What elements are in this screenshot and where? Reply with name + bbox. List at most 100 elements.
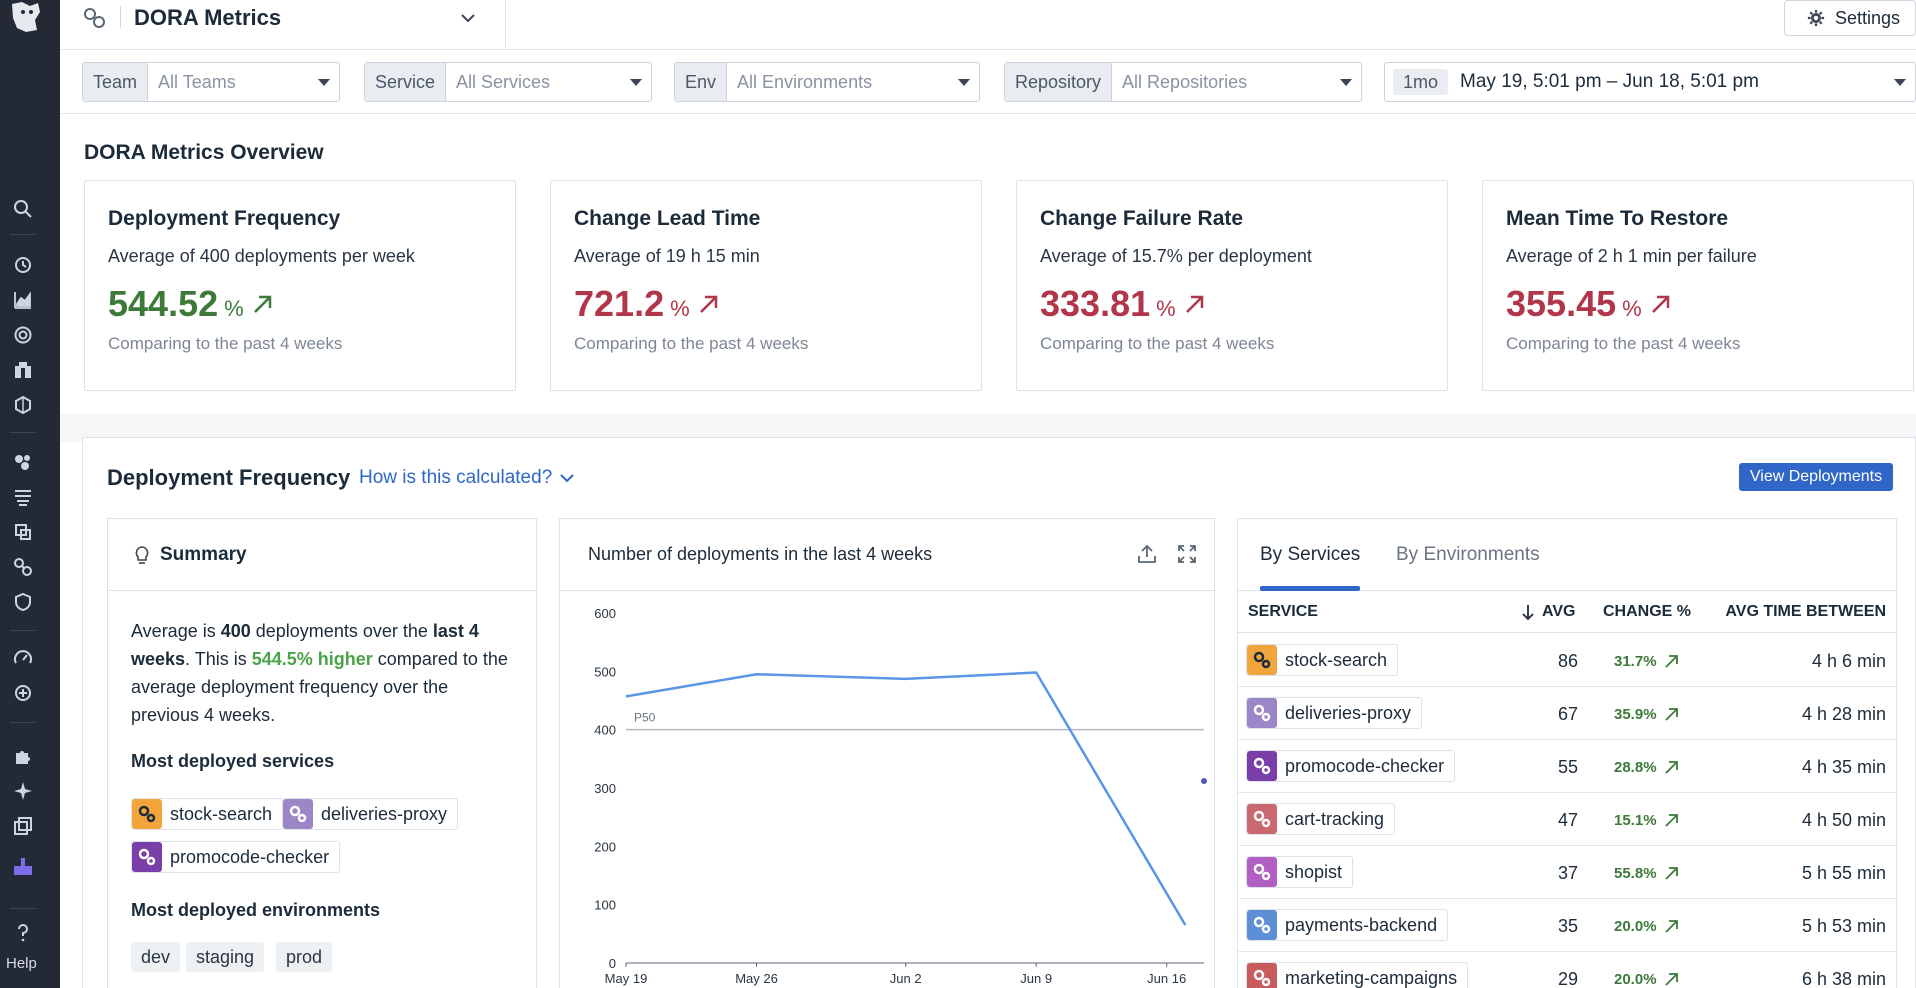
history-icon[interactable] xyxy=(12,254,34,276)
service-chip-stock-search[interactable]: stock-search xyxy=(131,798,284,830)
summary-text-part: deployments over the xyxy=(250,621,433,641)
service-chip[interactable]: payments-backend xyxy=(1246,909,1449,941)
shield-icon[interactable] xyxy=(12,591,34,613)
arrow-up-right-icon xyxy=(699,295,717,313)
infrastructure-icon[interactable] xyxy=(12,394,34,416)
watchdog-icon[interactable] xyxy=(12,359,34,381)
y-tick-label: 400 xyxy=(594,723,616,738)
environment-chip-staging[interactable]: staging xyxy=(186,942,265,972)
change-cell: 20.0% xyxy=(1614,970,1681,988)
title-divider xyxy=(505,0,506,50)
service-link-icon[interactable] xyxy=(12,556,34,578)
environment-chip-prod[interactable]: prod xyxy=(276,942,333,972)
repository-filter[interactable]: Repository All Repositories xyxy=(1004,62,1362,102)
service-chip[interactable]: stock-search xyxy=(1246,644,1399,676)
metric-card-mean-time-to-restore[interactable]: Mean Time To Restore Average of 2 h 1 mi… xyxy=(1482,180,1914,391)
service-chip[interactable]: cart-tracking xyxy=(1246,803,1396,835)
x-tick-label: Jun 2 xyxy=(890,971,922,986)
table-row[interactable]: cart-tracking 47 15.1% 4 h 50 min xyxy=(1238,793,1896,846)
integrations-puzzle-icon[interactable] xyxy=(12,745,34,767)
tab-by-services[interactable]: By Services xyxy=(1260,544,1361,565)
monitors-icon[interactable] xyxy=(12,324,34,346)
datadog-logo-icon[interactable] xyxy=(8,0,44,34)
env-filter-label: Env xyxy=(675,63,728,101)
service-name: marketing-campaigns xyxy=(1285,967,1458,988)
apm-icon[interactable] xyxy=(12,451,34,473)
panel-title: Deployment Frequency xyxy=(107,465,351,490)
service-chip[interactable]: marketing-campaigns xyxy=(1246,962,1469,988)
sparkle-icon[interactable] xyxy=(12,780,34,802)
expand-icon[interactable] xyxy=(1176,543,1198,565)
column-header-change[interactable]: CHANGE % xyxy=(1603,603,1692,620)
most-deployed-services-heading: Most deployed services xyxy=(131,751,335,771)
service-chip[interactable]: promocode-checker xyxy=(1246,750,1456,782)
table-row[interactable]: deliveries-proxy 67 35.9% 4 h 28 min xyxy=(1238,687,1896,740)
dashboard-chart-icon[interactable] xyxy=(12,289,34,311)
change-cell: 28.8% xyxy=(1614,758,1681,776)
speedometer-icon[interactable] xyxy=(12,647,34,669)
nav-divider xyxy=(10,630,36,631)
tab-by-environments[interactable]: By Environments xyxy=(1396,544,1540,565)
settings-button[interactable]: Settings xyxy=(1784,0,1916,36)
logs-icon[interactable] xyxy=(12,486,34,508)
card-value-unit: % xyxy=(224,296,244,321)
table-row[interactable]: shopist 37 55.8% 5 h 55 min xyxy=(1238,846,1896,899)
security-icon[interactable] xyxy=(12,521,34,543)
change-cell: 15.1% xyxy=(1614,811,1681,829)
help-label[interactable]: Help xyxy=(6,955,37,972)
lightbulb-icon xyxy=(135,545,149,564)
sort-descending-icon[interactable] xyxy=(1520,603,1536,626)
table-row[interactable]: marketing-campaigns 29 20.0% 6 h 38 min xyxy=(1238,952,1896,988)
help-icon[interactable] xyxy=(12,922,34,944)
synthetics-icon[interactable] xyxy=(12,682,34,704)
service-name: promocode-checker xyxy=(1285,755,1445,776)
column-header-service[interactable]: SERVICE xyxy=(1248,603,1318,620)
service-chip-label: deliveries-proxy xyxy=(321,803,448,824)
change-value: 20.0% xyxy=(1614,917,1657,935)
time-range-picker[interactable]: 1mo May 19, 5:01 pm – Jun 18, 5:01 pm xyxy=(1384,62,1916,102)
chevron-down-icon[interactable] xyxy=(458,8,478,28)
service-chip-label: stock-search xyxy=(170,803,273,824)
arrow-up-right-icon xyxy=(1185,295,1203,313)
view-deployments-button[interactable]: View Deployments xyxy=(1739,463,1893,491)
metric-card-deployment-frequency[interactable]: Deployment Frequency Average of 400 depl… xyxy=(84,180,516,391)
service-filter[interactable]: Service All Services xyxy=(364,62,652,102)
y-tick-label: 300 xyxy=(594,781,616,796)
service-gears-icon xyxy=(132,799,162,829)
service-gears-icon xyxy=(1247,645,1277,675)
how-is-this-calculated-link[interactable]: How is this calculated? xyxy=(359,467,576,489)
environment-chip-dev[interactable]: dev xyxy=(131,942,181,972)
team-filter-value: All Teams xyxy=(158,71,236,92)
change-value: 55.8% xyxy=(1614,864,1657,882)
notebooks-icon[interactable] xyxy=(12,815,34,837)
avg-time-between-cell: 5 h 55 min xyxy=(1801,863,1886,883)
chart-title: Number of deployments in the last 4 week… xyxy=(560,519,1214,591)
avg-cell: 37 xyxy=(1557,863,1578,883)
summary-period: last 4 weeks xyxy=(131,621,479,669)
team-filter[interactable]: Team All Teams xyxy=(82,62,340,102)
service-chip-promocode-checker[interactable]: promocode-checker xyxy=(131,841,341,873)
export-icon[interactable] xyxy=(1136,543,1158,565)
column-header-avg[interactable]: AVG xyxy=(1542,603,1576,620)
metric-card-change-failure-rate[interactable]: Change Failure Rate Average of 15.7% per… xyxy=(1016,180,1448,391)
metric-card-change-lead-time[interactable]: Change Lead Time Average of 19 h 15 min … xyxy=(550,180,982,391)
summary-text-part: Average is xyxy=(131,621,221,641)
change-value: 15.1% xyxy=(1614,811,1657,829)
left-navigation: Help xyxy=(0,0,60,988)
service-chip[interactable]: deliveries-proxy xyxy=(1246,697,1423,729)
table-row[interactable]: payments-backend 35 20.0% 5 h 53 min xyxy=(1238,899,1896,952)
table-row[interactable]: stock-search 86 31.7% 4 h 6 min xyxy=(1238,634,1896,687)
ci-visibility-icon[interactable] xyxy=(12,856,34,878)
caret-down-icon xyxy=(309,63,339,101)
service-chip-deliveries-proxy[interactable]: deliveries-proxy xyxy=(282,798,459,830)
avg-time-between-cell: 4 h 28 min xyxy=(1801,704,1886,724)
card-footer: Comparing to the past 4 weeks xyxy=(1506,334,1741,353)
summary-average-value: 400 xyxy=(220,621,251,641)
search-icon[interactable] xyxy=(12,198,34,220)
column-header-avg-time-between[interactable]: AVG TIME BETWEEN xyxy=(1725,603,1886,620)
table-row[interactable]: promocode-checker 55 28.8% 4 h 35 min xyxy=(1238,740,1896,793)
env-filter[interactable]: Env All Environments xyxy=(674,62,980,102)
service-chip[interactable]: shopist xyxy=(1246,856,1354,888)
card-value-unit: % xyxy=(670,296,690,321)
caret-down-icon xyxy=(621,63,651,101)
